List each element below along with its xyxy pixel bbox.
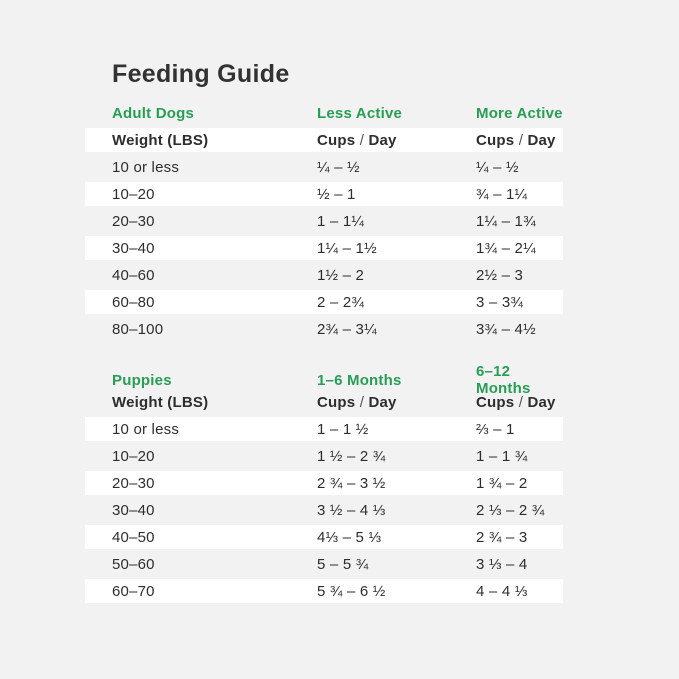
months-1-6-cell: 2 ¾ – 3 ½: [317, 474, 386, 492]
slash-glyph: /: [518, 131, 524, 149]
table-row: 10 or less 1 – 1 ½ ⅔ – 1: [85, 417, 563, 441]
months-1-6-cell: 1 – 1 ½: [317, 420, 369, 438]
weight-cell: 40–50: [112, 528, 155, 546]
puppies-section: Puppies 1–6 Months 6–12 Months Weight (L…: [85, 363, 563, 606]
more-active-cell: 3¾ – 4½: [476, 320, 536, 338]
more-active-cell: 2½ – 3: [476, 266, 524, 284]
weight-cell: 10 or less: [112, 158, 180, 176]
less-active-cell: 2¾ – 3¼: [317, 320, 377, 338]
more-active-cell: 1¼ – 1¾: [476, 212, 536, 230]
slash-glyph: /: [359, 393, 365, 411]
months-1-6-cell: 4⅓ – 5 ⅓: [317, 528, 382, 546]
table-row: 40–50 4⅓ – 5 ⅓ 2 ¾ – 3: [85, 525, 563, 549]
slash-glyph: /: [518, 393, 524, 411]
months-6-12-cell: 2 ⅓ – 2 ¾: [476, 501, 545, 519]
table-row: 40–60 1½ – 2 2½ – 3: [85, 263, 563, 287]
column-header-6-12-months: 6–12 Months: [476, 363, 531, 397]
cups-day-label: Cups / Day: [476, 393, 556, 411]
months-1-6-cell: 5 – 5 ¾: [317, 555, 369, 573]
weight-cell: 30–40: [112, 501, 155, 519]
table-row: 30–40 3 ½ – 4 ⅓ 2 ⅓ – 2 ¾: [85, 498, 563, 522]
less-active-cell: 2 – 2¾: [317, 293, 365, 311]
table-row: 60–70 5 ¾ – 6 ½ 4 – 4 ⅓: [85, 579, 563, 603]
section-title-puppies: Puppies: [112, 371, 172, 389]
months-6-12-cell: 2 ¾ – 3: [476, 528, 528, 546]
cups-day-label: Cups / Day: [476, 131, 556, 149]
table-row: 60–80 2 – 2¾ 3 – 3¾: [85, 290, 563, 314]
table-subheader-row: Weight (LBS) Cups / Day Cups / Day: [85, 128, 563, 152]
table-row: 10–20 ½ – 1 ¾ – 1¼: [85, 182, 563, 206]
table-subheader-row: Weight (LBS) Cups / Day Cups / Day: [85, 390, 563, 414]
months-1-6-cell: 3 ½ – 4 ⅓: [317, 501, 386, 519]
months-6-12-cell: 1 ¾ – 2: [476, 474, 528, 492]
less-active-cell: 1¼ – 1½: [317, 239, 377, 257]
adult-dogs-section-header: Adult Dogs Less Active More Active: [85, 101, 563, 125]
adult-dogs-table: Weight (LBS) Cups / Day Cups / Day 10 or…: [85, 128, 563, 341]
months-6-12-cell: 1 – 1 ¾: [476, 447, 528, 465]
weight-cell: 60–70: [112, 582, 155, 600]
table-row: 20–30 1 – 1¼ 1¼ – 1¾: [85, 209, 563, 233]
less-active-cell: ¼ – ½: [317, 158, 360, 176]
puppies-table: Weight (LBS) Cups / Day Cups / Day 10 or…: [85, 390, 563, 603]
more-active-cell: 1¾ – 2¼: [476, 239, 536, 257]
months-6-12-cell: 3 ⅓ – 4: [476, 555, 528, 573]
table-row: 80–100 2¾ – 3¼ 3¾ – 4½: [85, 317, 563, 341]
table-row: 20–30 2 ¾ – 3 ½ 1 ¾ – 2: [85, 471, 563, 495]
column-header-more-active: More Active: [476, 104, 563, 122]
weight-cell: 10–20: [112, 185, 155, 203]
table-row: 10 or less ¼ – ½ ¼ – ½: [85, 155, 563, 179]
table-row: 50–60 5 – 5 ¾ 3 ⅓ – 4: [85, 552, 563, 576]
weight-cell: 40–60: [112, 266, 155, 284]
more-active-cell: ¼ – ½: [476, 158, 519, 176]
weight-lbs-label: Weight (LBS): [112, 393, 209, 411]
months-1-6-cell: 5 ¾ – 6 ½: [317, 582, 386, 600]
more-active-cell: 3 – 3¾: [476, 293, 524, 311]
column-header-less-active: Less Active: [317, 104, 403, 122]
weight-cell: 30–40: [112, 239, 155, 257]
table-row: 10–20 1 ½ – 2 ¾ 1 – 1 ¾: [85, 444, 563, 468]
less-active-cell: 1 – 1¼: [317, 212, 365, 230]
page-title: Feeding Guide: [112, 60, 290, 88]
column-header-1-6-months: 1–6 Months: [317, 371, 402, 389]
table-row: 30–40 1¼ – 1½ 1¾ – 2¼: [85, 236, 563, 260]
weight-lbs-label: Weight (LBS): [112, 131, 209, 149]
section-title-adult-dogs: Adult Dogs: [112, 104, 194, 122]
puppies-section-header: Puppies 1–6 Months 6–12 Months: [85, 363, 563, 397]
weight-cell: 20–30: [112, 474, 155, 492]
adult-dogs-section: Adult Dogs Less Active More Active Weigh…: [85, 101, 563, 344]
more-active-cell: ¾ – 1¼: [476, 185, 528, 203]
slash-glyph: /: [359, 131, 365, 149]
weight-cell: 10 or less: [112, 420, 180, 438]
months-6-12-cell: 4 – 4 ⅓: [476, 582, 528, 600]
months-6-12-cell: ⅔ – 1: [476, 420, 515, 438]
less-active-cell: ½ – 1: [317, 185, 356, 203]
weight-cell: 10–20: [112, 447, 155, 465]
weight-cell: 80–100: [112, 320, 164, 338]
weight-cell: 20–30: [112, 212, 155, 230]
weight-cell: 60–80: [112, 293, 155, 311]
less-active-cell: 1½ – 2: [317, 266, 365, 284]
cups-day-label: Cups / Day: [317, 393, 397, 411]
weight-cell: 50–60: [112, 555, 155, 573]
months-1-6-cell: 1 ½ – 2 ¾: [317, 447, 386, 465]
cups-day-label: Cups / Day: [317, 131, 397, 149]
